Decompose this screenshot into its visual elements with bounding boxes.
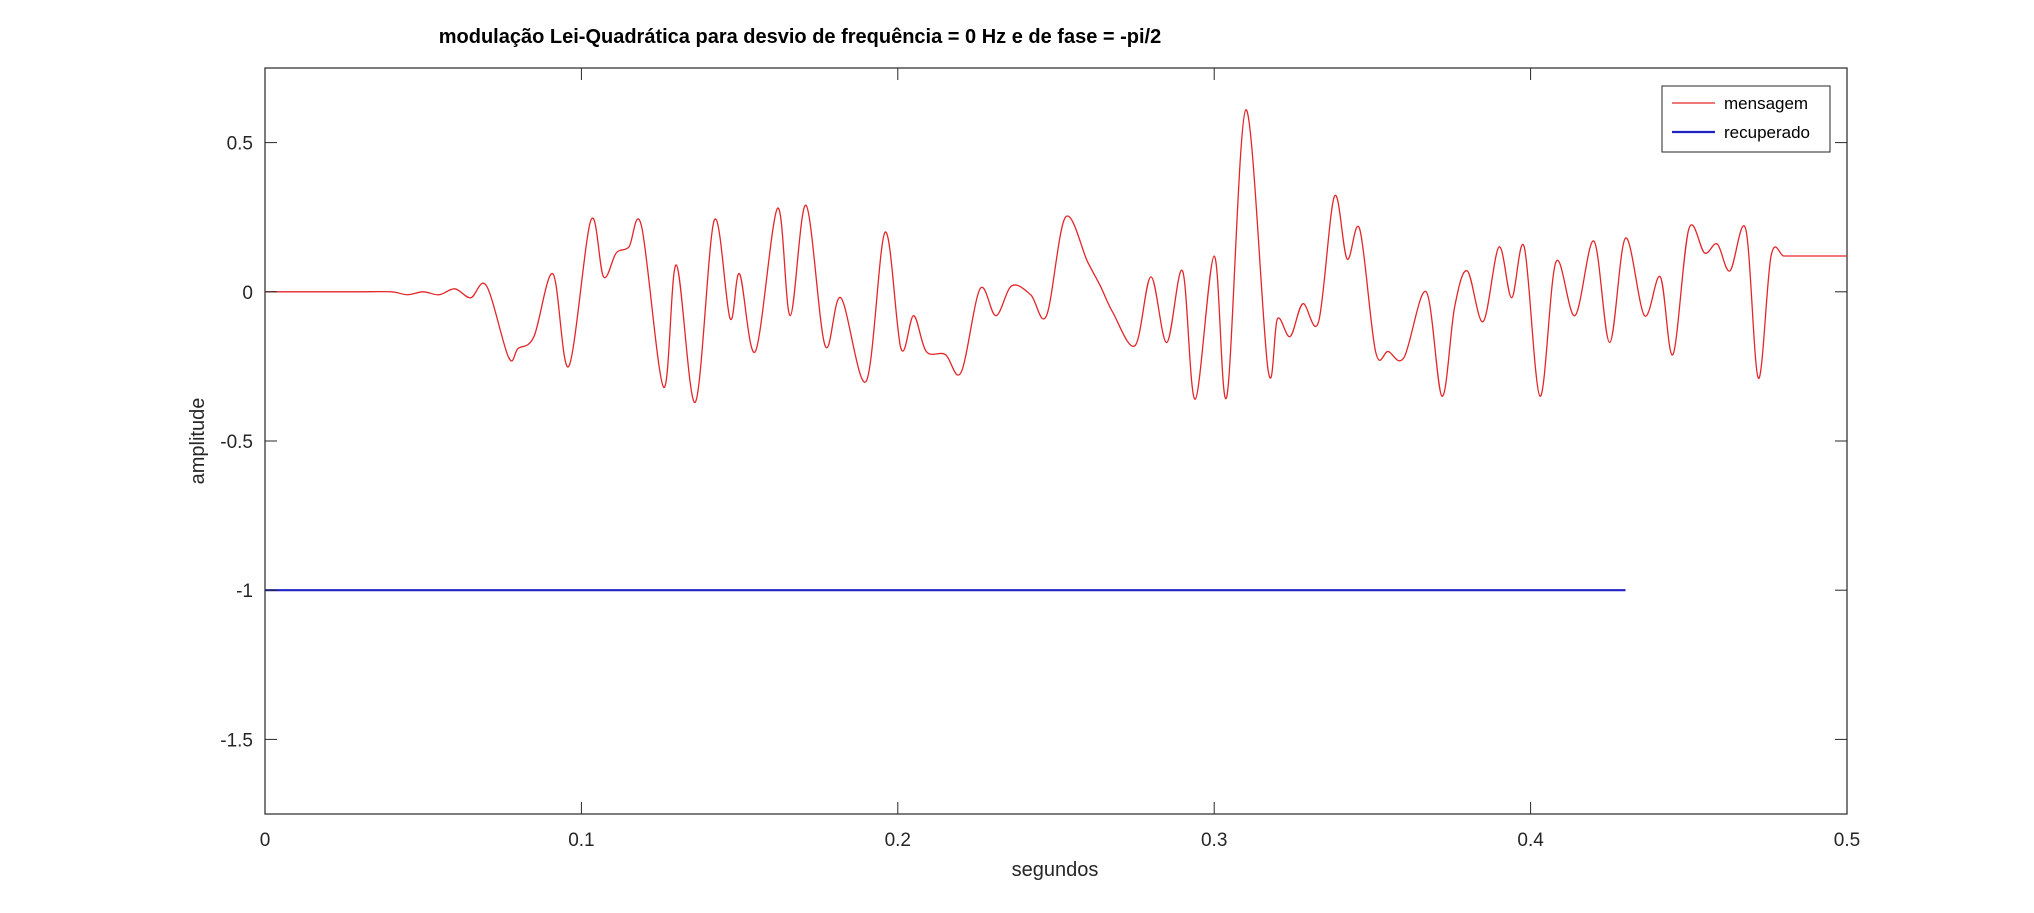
x-tick-label: 0.1 [568,830,594,851]
x-tick-label: 0.3 [1201,830,1227,851]
x-tick-label: 0 [260,830,271,851]
y-tick-label: 0.5 [227,134,253,155]
y-tick-label: -0.5 [220,432,253,453]
legend-label-mensagem: mensagem [1724,94,1808,113]
plot-area: 0 0.1 0.2 0.3 0.4 0.5 0.5 0 -0.5 -1 -1.5 [220,67,1860,851]
y-tick-label: -1.5 [220,730,253,751]
series-layer [264,109,1847,592]
legend: mensagem recuperado [1661,85,1831,153]
tick-layer: 0 0.1 0.2 0.3 0.4 0.5 0.5 0 -0.5 -1 -1.5 [220,68,1860,851]
y-axis-label: amplitude [187,398,209,485]
axes-box [264,67,1848,815]
x-tick-label: 0.5 [1834,830,1860,851]
legend-label-recuperado: recuperado [1724,123,1810,142]
y-tick-label: 0 [242,283,253,304]
x-tick-label: 0.4 [1517,830,1544,851]
y-tick-label: -1 [236,581,253,602]
x-tick-label: 0.2 [885,830,911,851]
x-axis-label: segundos [1012,859,1099,881]
chart-title: modulação Lei-Quadrática para desvio de … [439,26,1161,48]
series-line-mensagem [264,109,1847,403]
legend-box [1661,85,1831,153]
